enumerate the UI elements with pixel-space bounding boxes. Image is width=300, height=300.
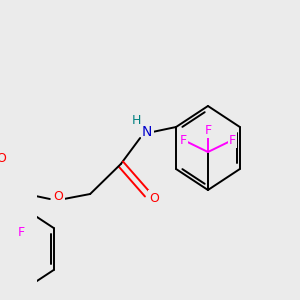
Text: F: F	[229, 134, 236, 146]
Text: F: F	[204, 124, 211, 136]
Text: O: O	[149, 191, 159, 205]
Text: H: H	[132, 113, 141, 127]
Text: F: F	[180, 134, 187, 146]
Text: F: F	[18, 226, 25, 239]
Text: O: O	[54, 190, 64, 203]
Text: O: O	[0, 152, 6, 164]
Text: N: N	[142, 125, 152, 139]
